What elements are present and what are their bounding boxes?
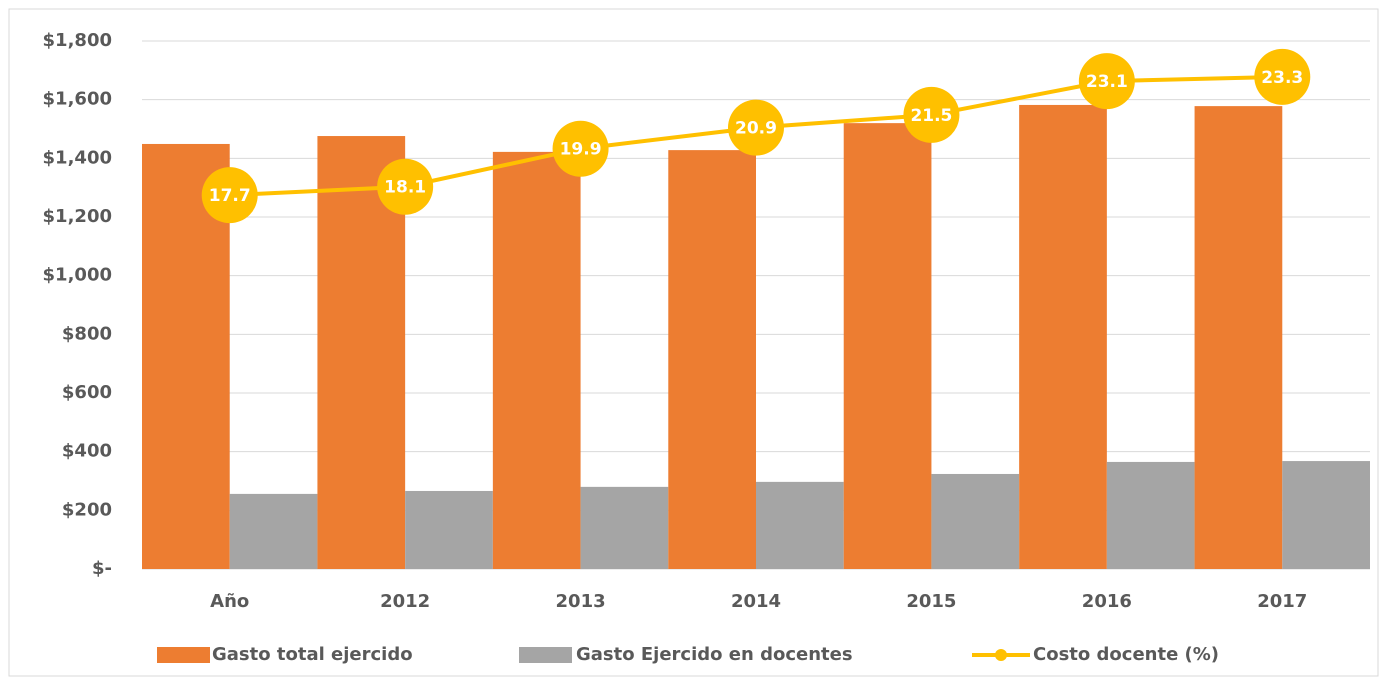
y-tick-label: $400 xyxy=(62,441,112,462)
x-tick-label: 2012 xyxy=(380,591,430,612)
y-tick-label: $1,400 xyxy=(43,147,112,168)
legend-label: Gasto total ejercido xyxy=(212,644,413,665)
bar xyxy=(492,151,581,569)
y-tick-label: $1,000 xyxy=(43,265,112,286)
bar xyxy=(1106,461,1195,569)
line-marker xyxy=(377,158,434,215)
legend-label: Gasto Ejercido en docentes xyxy=(576,644,853,665)
bar xyxy=(668,150,756,569)
line-marker xyxy=(201,167,258,224)
bar xyxy=(229,493,318,569)
x-tick-label: 2013 xyxy=(556,591,606,612)
legend-label: Costo docente (%) xyxy=(1033,644,1219,665)
bar xyxy=(405,490,493,569)
data-label: 23.1 xyxy=(1086,72,1128,92)
line-marker xyxy=(903,86,960,143)
x-tick-label: Año xyxy=(210,591,249,612)
data-label: 23.3 xyxy=(1261,68,1303,88)
legend-swatch xyxy=(157,647,210,663)
data-label: 19.9 xyxy=(560,140,602,160)
x-tick-label: 2015 xyxy=(906,591,956,612)
line-marker xyxy=(1078,53,1135,110)
y-tick-label: $- xyxy=(92,558,112,579)
data-label: 17.7 xyxy=(209,186,251,206)
y-tick-label: $200 xyxy=(62,499,112,520)
x-tick-label: 2016 xyxy=(1082,591,1132,612)
legend-swatch xyxy=(519,647,572,663)
line-marker xyxy=(728,99,784,156)
data-label: 18.1 xyxy=(384,178,426,198)
line-marker xyxy=(552,120,609,177)
x-tick-label: 2014 xyxy=(731,591,781,612)
y-tick-label: $1,200 xyxy=(43,206,112,227)
bar xyxy=(1194,106,1283,570)
y-tick-label: $1,600 xyxy=(43,89,112,110)
x-tick-label: 2017 xyxy=(1257,591,1307,612)
line-marker xyxy=(1254,48,1311,105)
legend-marker xyxy=(995,649,1007,661)
bar xyxy=(1282,461,1370,569)
data-label: 21.5 xyxy=(910,106,952,126)
y-tick-label: $800 xyxy=(62,323,112,344)
y-tick-label: $600 xyxy=(62,382,112,403)
data-label: 20.9 xyxy=(735,119,777,139)
bar xyxy=(756,481,844,569)
bar xyxy=(1019,104,1107,570)
bar xyxy=(931,473,1020,569)
bar xyxy=(843,123,932,569)
y-tick-label: $1,800 xyxy=(43,30,112,51)
bar xyxy=(580,486,669,569)
